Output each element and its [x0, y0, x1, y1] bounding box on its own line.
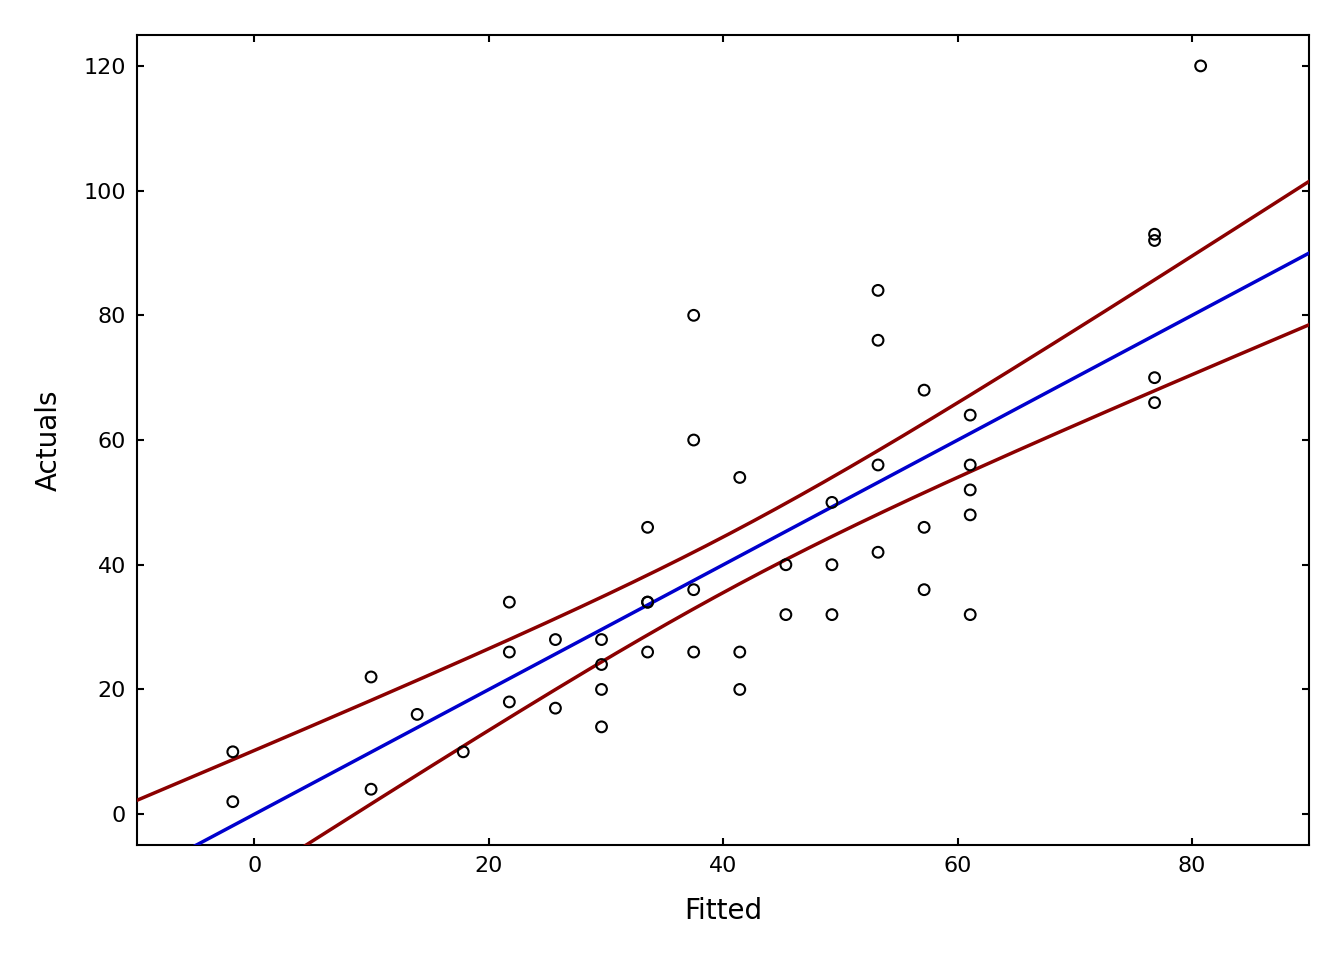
- Point: [960, 507, 981, 522]
- Point: [775, 557, 797, 572]
- Point: [1144, 370, 1165, 385]
- Point: [683, 432, 704, 447]
- Point: [960, 457, 981, 472]
- Point: [1144, 233, 1165, 249]
- Point: [914, 382, 935, 397]
- Point: [499, 644, 520, 660]
- Point: [637, 519, 659, 535]
- Point: [591, 682, 613, 697]
- X-axis label: Fitted: Fitted: [684, 898, 762, 925]
- Point: [222, 794, 243, 809]
- Point: [867, 544, 888, 560]
- Point: [544, 701, 566, 716]
- Point: [728, 682, 750, 697]
- Point: [222, 744, 243, 759]
- Point: [591, 657, 613, 672]
- Point: [637, 594, 659, 610]
- Point: [360, 669, 382, 684]
- Point: [544, 632, 566, 647]
- Point: [1189, 59, 1211, 74]
- Point: [728, 469, 750, 485]
- Point: [960, 482, 981, 497]
- Point: [821, 494, 843, 510]
- Point: [499, 594, 520, 610]
- Point: [775, 607, 797, 622]
- Point: [821, 557, 843, 572]
- Point: [683, 307, 704, 323]
- Point: [867, 332, 888, 348]
- Point: [728, 644, 750, 660]
- Point: [821, 607, 843, 622]
- Point: [453, 744, 474, 759]
- Point: [591, 719, 613, 734]
- Point: [867, 457, 888, 472]
- Point: [406, 707, 427, 722]
- Y-axis label: Actuals: Actuals: [35, 389, 63, 491]
- Point: [1144, 227, 1165, 242]
- Point: [360, 781, 382, 797]
- Point: [499, 694, 520, 709]
- Point: [914, 519, 935, 535]
- Point: [914, 582, 935, 597]
- Point: [683, 582, 704, 597]
- Point: [637, 594, 659, 610]
- Point: [1144, 395, 1165, 410]
- Point: [960, 407, 981, 422]
- Point: [867, 282, 888, 298]
- Point: [591, 632, 613, 647]
- Point: [960, 607, 981, 622]
- Point: [637, 644, 659, 660]
- Point: [683, 644, 704, 660]
